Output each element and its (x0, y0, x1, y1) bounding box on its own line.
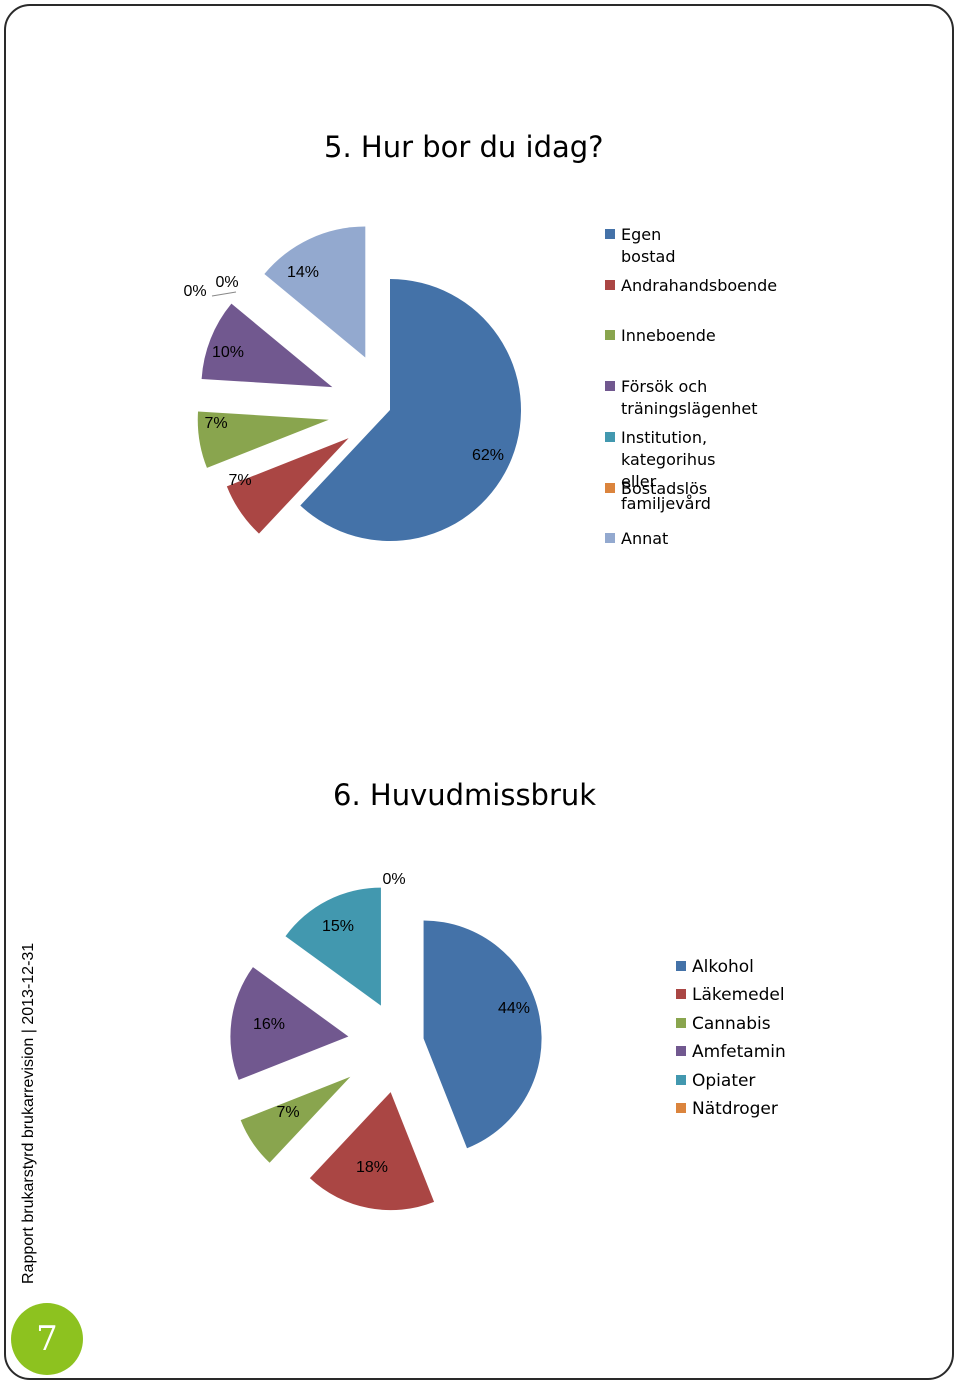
data-label-annat: 14% (287, 264, 319, 281)
data-label-amfetamin: 16% (253, 1016, 285, 1033)
data-label-bostadslös: 0% (183, 283, 206, 300)
report-footer-text: Rapport brukarstyrd brukarrevision | 201… (20, 942, 37, 1284)
pie-chart-housing: 62% 7% 7% 10% 0% 0% 14% (183, 226, 521, 541)
legend-item-egen-bostad: Egen bostad (605, 224, 676, 268)
chart-title-housing: 5. Hur bor du idag? (324, 130, 604, 164)
legend-swatch (605, 483, 615, 493)
legend-swatch (605, 533, 615, 543)
legend-item-nätdroger: Nätdroger (676, 1098, 778, 1121)
legend-swatch (676, 1103, 686, 1113)
legend-item-läkemedel: Läkemedel (676, 984, 785, 1007)
legend-swatch (605, 229, 615, 239)
chart-title-substance: 6. Huvudmissbruk (333, 778, 597, 812)
legend-item-amfetamin: Amfetamin (676, 1041, 786, 1064)
data-label-andrahandsboende: 7% (228, 472, 251, 489)
legend-item-alkohol: Alkohol (676, 956, 754, 979)
legend-label: Amfetamin (692, 1042, 786, 1062)
pie-slice-egen-bostad (300, 279, 521, 541)
pie-slice-annat (264, 226, 366, 358)
pie-slice-opiater (285, 887, 381, 1006)
pie-slice-cannabis (240, 1076, 351, 1163)
legend-label: Försök och träningslägenhet (621, 377, 758, 418)
data-label-läkemedel: 18% (356, 1159, 388, 1176)
legend-swatch (605, 330, 615, 340)
legend-swatch (676, 961, 686, 971)
page-number-badge: 7 (11, 1303, 83, 1375)
data-label-försök-och: 10% (212, 344, 244, 361)
legend-item-opiater: Opiater (676, 1070, 755, 1093)
pie-slice-läkemedel (309, 1092, 435, 1211)
data-label-alkohol: 44% (498, 1000, 530, 1017)
legend-swatch (605, 432, 615, 442)
legend-label: Annat (621, 529, 669, 548)
pie-slice-andrahandsboende (226, 438, 349, 534)
legend-item-institution-kategorihus: Institution, kategorihus eller familjevå… (605, 427, 716, 515)
legend-swatch (605, 280, 615, 290)
pie-slice-alkohol (423, 920, 542, 1149)
pie-slice-inneboende (197, 411, 329, 468)
legend-item-bostadslös: Bostadslös (605, 478, 707, 500)
data-label-opiater: 15% (322, 918, 354, 935)
data-label-egen-bostad: 62% (472, 447, 504, 464)
legend-swatch (676, 1046, 686, 1056)
page-frame (4, 4, 954, 1380)
legend-item-försök-och: Försök och träningslägenhet (605, 376, 758, 420)
legend-label: Läkemedel (692, 985, 785, 1005)
legend-label: Alkohol (692, 957, 754, 977)
leader-line-institution-kategorihus (211, 291, 237, 297)
legend-label: Egen bostad (621, 225, 676, 266)
data-label-cannabis: 7% (276, 1104, 299, 1121)
legend-item-annat: Annat (605, 528, 668, 550)
legend-label: Inneboende (621, 326, 716, 345)
legend-label: Opiater (692, 1071, 756, 1091)
legend-label: Institution, kategorihus eller familjevå… (621, 428, 716, 513)
legend-label: Nätdroger (692, 1099, 778, 1119)
data-label-institution-kategorihus: 0% (215, 274, 238, 291)
legend-swatch (676, 1075, 686, 1085)
legend-label: Cannabis (692, 1014, 771, 1034)
legend-item-andrahandsboende: Andrahandsboende (605, 275, 777, 297)
legend-item-cannabis: Cannabis (676, 1013, 771, 1036)
data-label-inneboende: 7% (204, 415, 227, 432)
legend-item-inneboende: Inneboende (605, 325, 716, 347)
legend-swatch (676, 1018, 686, 1028)
legend-swatch (605, 381, 615, 391)
pie-slice-försök-och (201, 303, 333, 388)
pie-slice-amfetamin (230, 967, 349, 1080)
data-label-nätdroger: 0% (382, 871, 405, 888)
legend-label: Bostadslös (621, 479, 708, 498)
legend-label: Andrahandsboende (621, 276, 778, 295)
legend-swatch (676, 989, 686, 999)
